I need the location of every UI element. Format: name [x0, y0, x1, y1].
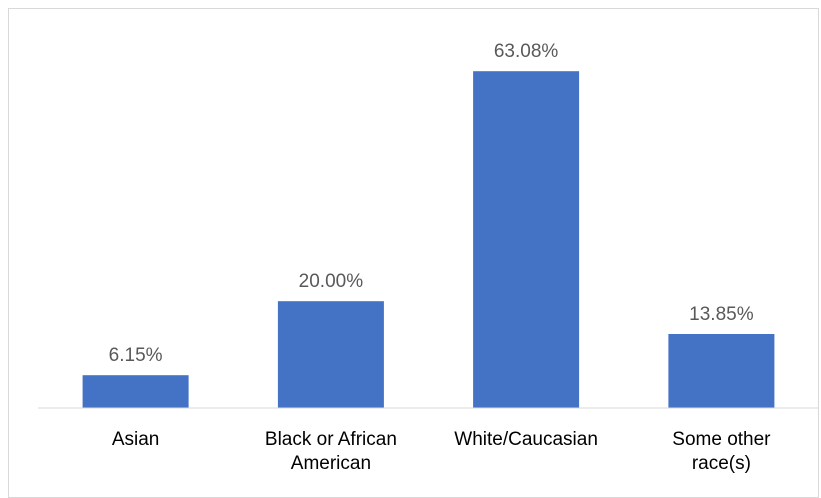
value-labels-layer: 6.15% 20.00% 63.08% 13.85%	[109, 41, 754, 366]
bar-1	[277, 301, 384, 408]
chart-frame	[8, 8, 819, 498]
category-label-3-line-0: Some other	[672, 429, 771, 450]
category-label-2-line-0: White/Caucasian	[454, 429, 598, 450]
category-label-3: Some other race(s)	[672, 429, 771, 474]
data-label-1: 20.00%	[299, 271, 364, 292]
data-label-2: 63.08%	[494, 41, 559, 62]
bars-layer	[82, 71, 775, 408]
category-label-1-line-1: American	[291, 453, 371, 474]
category-label-3-line-1: race(s)	[692, 453, 751, 474]
category-label-1-line-0: Black or African	[265, 429, 397, 450]
data-label-0: 6.15%	[109, 345, 163, 366]
bar-3	[668, 334, 775, 408]
bar-2	[473, 71, 580, 408]
bar-0	[82, 375, 189, 408]
category-label-2: White/Caucasian	[454, 429, 598, 450]
category-label-1: Black or African American	[265, 429, 397, 474]
category-label-0-line-0: Asian	[112, 429, 160, 450]
category-label-0: Asian	[112, 429, 160, 450]
category-labels-layer: Asian Black or African American White/Cauca…	[112, 429, 771, 474]
data-label-3: 13.85%	[689, 304, 754, 325]
